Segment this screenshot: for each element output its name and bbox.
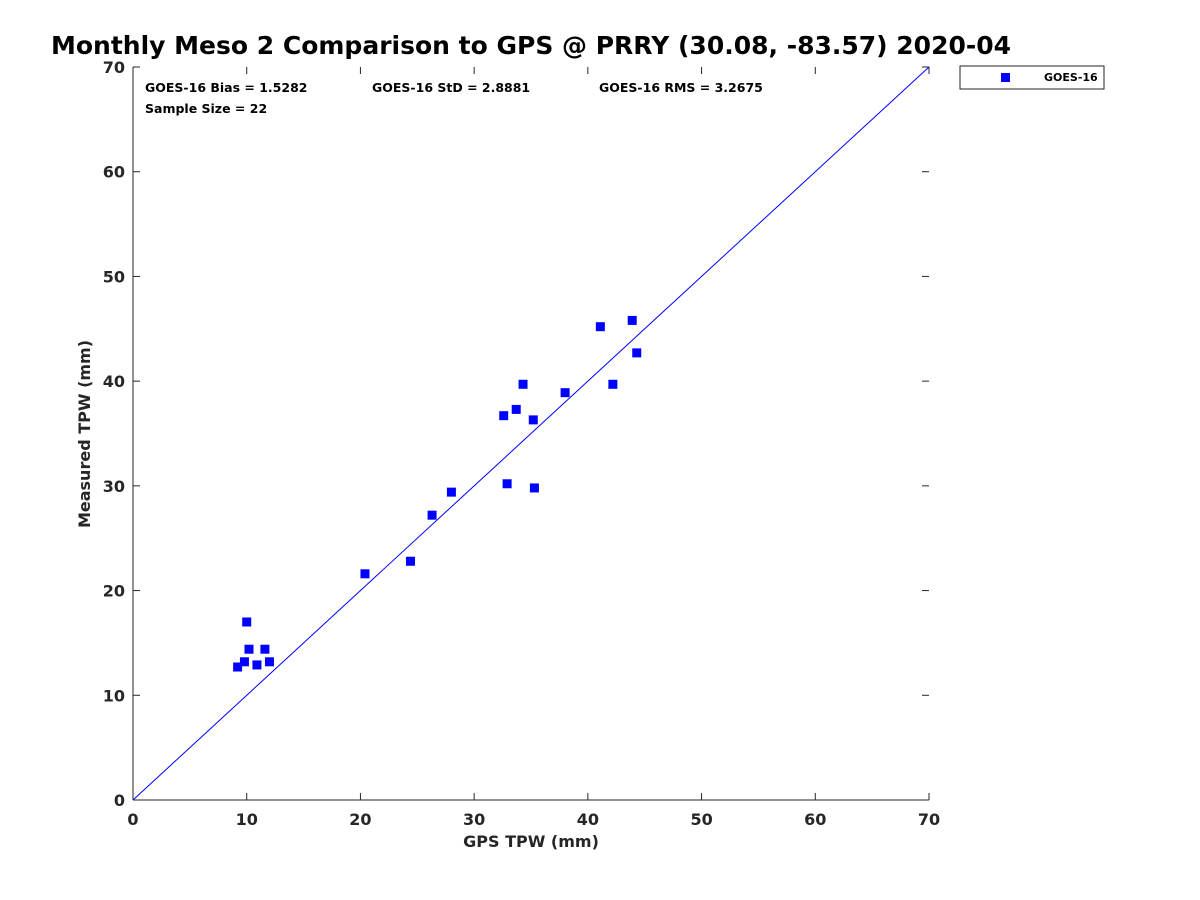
- data-point: [632, 348, 642, 358]
- bias-annotation: GOES-16 Bias = 1.5282: [145, 80, 307, 95]
- y-tick-label: 60: [103, 163, 125, 182]
- x-tick-label: 0: [127, 810, 138, 829]
- y-tick-label: 40: [103, 372, 125, 391]
- std-annotation: GOES-16 StD = 2.8881: [372, 80, 530, 95]
- data-point: [560, 388, 570, 398]
- y-tick-label: 0: [114, 791, 125, 810]
- data-point: [528, 415, 538, 425]
- x-tick-label: 40: [577, 810, 599, 829]
- data-point: [252, 660, 262, 670]
- y-tick-label: 50: [103, 267, 125, 286]
- data-point: [260, 644, 270, 654]
- data-point: [529, 483, 539, 493]
- data-point: [499, 411, 509, 421]
- legend-label: GOES-16: [1044, 71, 1098, 84]
- x-tick-label: 30: [463, 810, 485, 829]
- data-point: [502, 479, 512, 489]
- data-point: [360, 569, 370, 579]
- y-axis: 0 10 20 30 40 50 60 70: [103, 58, 929, 810]
- x-tick-label: 20: [349, 810, 371, 829]
- y-tick-label: 10: [103, 686, 125, 705]
- data-point: [264, 657, 274, 667]
- data-point: [405, 556, 415, 566]
- y-axis-label: Measured TPW (mm): [75, 340, 94, 528]
- data-point: [511, 404, 521, 414]
- data-point: [608, 379, 618, 389]
- legend-square-marker-icon: [1001, 73, 1010, 82]
- data-point: [518, 379, 528, 389]
- x-tick-label: 70: [918, 810, 940, 829]
- data-point: [595, 322, 605, 332]
- one-to-one-line: [132, 66, 930, 801]
- y-tick-label: 70: [103, 58, 125, 77]
- y-tick-label: 30: [103, 477, 125, 496]
- legend-box: [959, 65, 1105, 90]
- rms-annotation: GOES-16 RMS = 3.2675: [599, 80, 763, 95]
- data-point: [244, 644, 254, 654]
- chart-title: Monthly Meso 2 Comparison to GPS @ PRRY …: [51, 31, 1011, 60]
- x-axis-label: GPS TPW (mm): [463, 832, 599, 851]
- data-point: [239, 657, 249, 667]
- data-point: [242, 617, 252, 627]
- data-point: [233, 662, 243, 672]
- x-tick-label: 50: [690, 810, 712, 829]
- y-tick-label: 20: [103, 582, 125, 601]
- sample-size-annotation: Sample Size = 22: [145, 101, 267, 116]
- legend: GOES-16: [959, 65, 1105, 90]
- data-point: [427, 510, 437, 520]
- data-point: [446, 487, 456, 497]
- x-tick-label: 10: [236, 810, 258, 829]
- data-point: [627, 315, 637, 325]
- x-tick-label: 60: [804, 810, 826, 829]
- data-points: [233, 315, 642, 672]
- x-axis: 0 10 20 30 40 50 60 70: [127, 67, 940, 829]
